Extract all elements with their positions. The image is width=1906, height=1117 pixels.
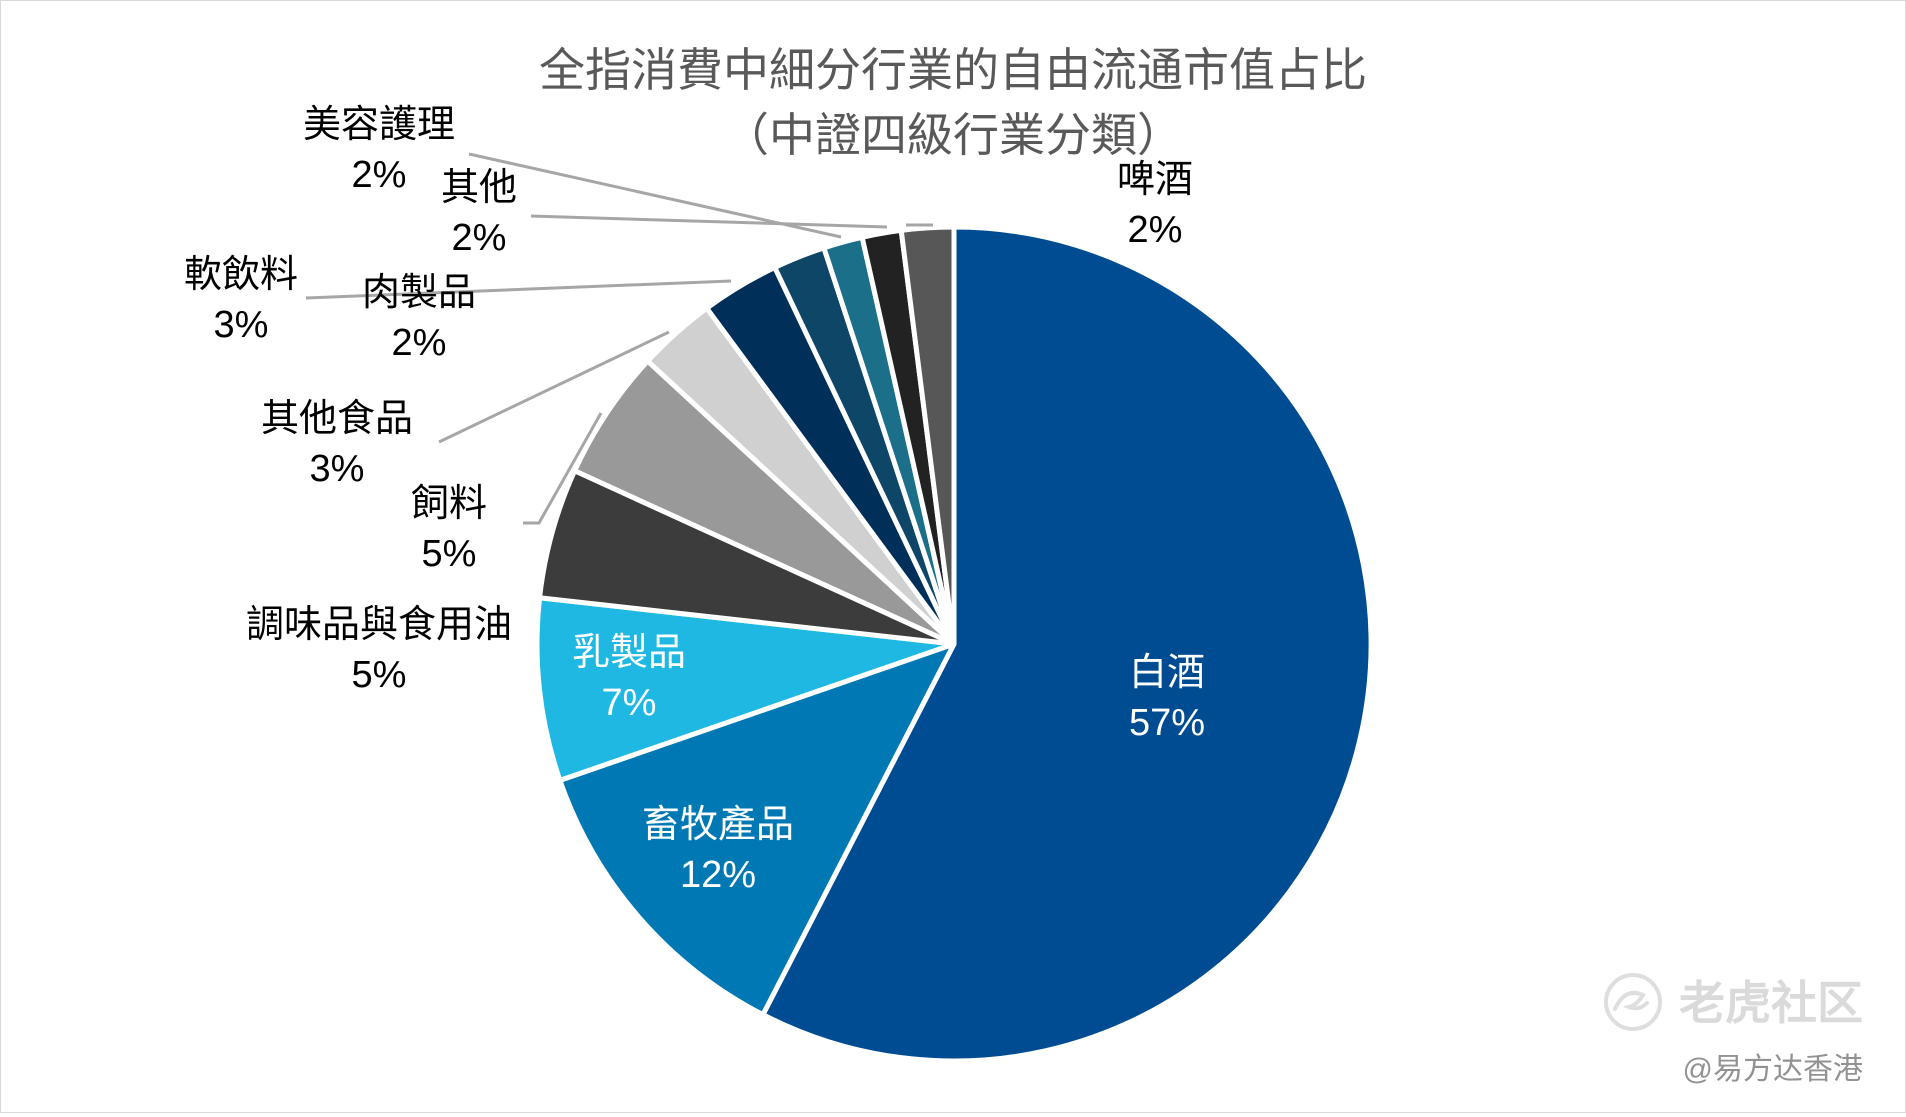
- watermark: 老虎社区 @易方达香港: [1604, 973, 1863, 1086]
- leader-line-9: [530, 214, 888, 229]
- slice-label-value-2: 7%: [602, 682, 657, 724]
- leader-line-5: [438, 330, 670, 444]
- slice-label-value-0: 57%: [1129, 702, 1205, 744]
- slice-label-value-3: 5%: [352, 654, 407, 696]
- pie-slices: [534, 224, 1374, 1064]
- pie-slice-0: [760, 224, 1374, 1064]
- slice-label-name-5: 其他食品: [261, 398, 413, 440]
- slice-label-name-7: 肉製品: [362, 272, 476, 314]
- slice-label-name-9: 其他: [441, 167, 517, 209]
- slice-label-9: 其他 2%: [441, 167, 517, 259]
- slice-label-7: 肉製品 2%: [362, 272, 476, 364]
- watermark-brand: 老虎社区: [1679, 977, 1863, 1029]
- leader-lines: [305, 152, 933, 525]
- slice-label-value-9: 2%: [452, 217, 507, 259]
- slice-label-value-8: 2%: [352, 154, 407, 196]
- slice-label-value-4: 5%: [422, 533, 477, 575]
- slice-label-8: 美容護理 2%: [303, 104, 455, 196]
- slice-label-5: 其他食品 3%: [261, 398, 413, 490]
- slice-label-4: 飼料 5%: [411, 483, 487, 575]
- slice-label-1: 畜牧產品 12%: [642, 804, 794, 896]
- chart-subtitle: （中證四級行業分類）: [723, 109, 1183, 161]
- slice-label-name-8: 美容護理: [303, 104, 455, 146]
- slice-label-3: 調味品與食用油 5%: [246, 604, 512, 696]
- pie-slice-10: [898, 224, 957, 647]
- leader-line-4: [523, 412, 603, 525]
- chart-title: 全指消費中細分行業的自由流通市值占比: [539, 44, 1367, 96]
- slice-label-value-5: 3%: [310, 448, 365, 490]
- watermark-handle: @易方达香港: [1683, 1053, 1863, 1086]
- slice-label-name-0: 白酒: [1129, 652, 1205, 694]
- slice-label-value-6: 3%: [214, 304, 269, 346]
- slice-label-value-10: 2%: [1128, 209, 1183, 251]
- slice-label-value-1: 12%: [680, 854, 756, 896]
- slice-label-name-1: 畜牧產品: [642, 804, 794, 846]
- slice-label-6: 軟飲料 3%: [184, 254, 298, 346]
- slice-label-value-7: 2%: [392, 322, 447, 364]
- slice-label-10: 啤酒 2%: [1117, 159, 1193, 251]
- leader-line-6: [305, 279, 732, 300]
- slice-label-name-4: 飼料: [411, 483, 487, 525]
- tiger-logo-icon: [1604, 973, 1662, 1031]
- slice-label-name-2: 乳製品: [572, 632, 686, 674]
- slice-label-name-6: 軟飲料: [184, 254, 298, 296]
- slice-labels: 白酒 57% 畜牧產品 12% 乳製品 7% 調味品與食用油 5% 飼料 5% 其他食品 3% 軟飲料 3…: [184, 104, 1205, 896]
- slice-label-name-10: 啤酒: [1117, 159, 1193, 201]
- slice-label-name-3: 調味品與食用油: [246, 604, 512, 646]
- slice-label-2: 乳製品 7%: [572, 632, 686, 724]
- slice-label-0: 白酒 57%: [1129, 652, 1205, 744]
- pie-slice-2: [534, 595, 957, 783]
- pie-slice-1: [557, 641, 957, 1018]
